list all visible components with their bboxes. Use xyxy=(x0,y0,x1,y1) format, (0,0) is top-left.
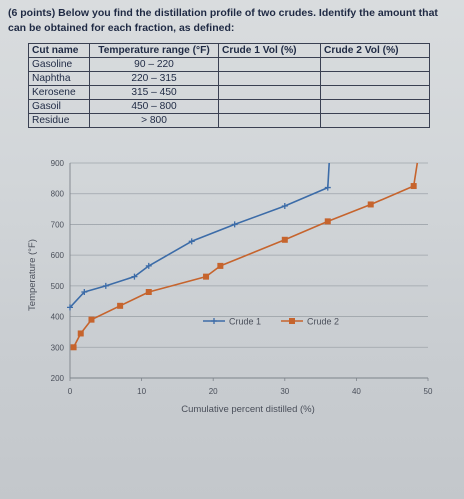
cut-name-cell: Residue xyxy=(28,113,90,128)
data-point xyxy=(217,262,224,269)
y-tick-labels: 200 300 400 500 600 700 800 900 xyxy=(51,159,65,383)
x-tick-labels: 0 10 20 30 40 50 xyxy=(68,387,433,396)
question-text: (6 points) Below you find the distillati… xyxy=(8,7,438,34)
data-point xyxy=(145,289,152,295)
data-point xyxy=(324,218,331,225)
data-point xyxy=(88,316,95,323)
y-tick-label: 700 xyxy=(51,220,65,229)
x-tick-label: 0 xyxy=(68,387,73,396)
y-tick-label: 500 xyxy=(51,282,65,291)
data-point xyxy=(77,330,84,337)
series-2 xyxy=(70,162,419,351)
x-tick-label: 30 xyxy=(280,387,289,396)
x-tick-label: 50 xyxy=(424,387,433,396)
data-point xyxy=(367,201,374,208)
fractions-table: Cut name Temperature range (°F) Crude 1 … xyxy=(28,43,430,128)
y-tick-label: 300 xyxy=(51,343,65,352)
y-tick-label: 900 xyxy=(51,159,65,168)
series-line xyxy=(69,162,330,308)
data-point xyxy=(81,289,88,295)
legend-label: Crude 2 xyxy=(307,317,339,327)
x-tick-label: 10 xyxy=(137,387,146,396)
table-row: Kerosene 315 – 450 xyxy=(28,85,430,100)
data-point xyxy=(117,302,124,309)
data-point xyxy=(70,344,77,351)
data-point xyxy=(67,304,73,311)
x-tick-label: 20 xyxy=(209,387,218,396)
y-tick-label: 200 xyxy=(51,374,65,383)
data-point xyxy=(131,273,138,280)
data-point xyxy=(145,262,152,269)
y-axis-label: Temperature (°F) xyxy=(27,239,38,311)
data-point xyxy=(188,238,195,245)
crude2-vol-cell[interactable] xyxy=(320,113,430,128)
chart-legend: Crude 1 Crude 2 xyxy=(203,317,339,327)
chart-axes xyxy=(69,163,429,381)
x-axis-label: Cumulative percent distilled (%) xyxy=(181,404,315,415)
data-point xyxy=(231,221,238,228)
y-tick-label: 400 xyxy=(51,313,65,322)
series-1 xyxy=(67,162,331,311)
table-row: Residue > 800 xyxy=(28,113,430,128)
y-tick-label: 800 xyxy=(51,190,65,199)
table-header-row: Cut name Temperature range (°F) Crude 1 … xyxy=(28,43,430,58)
x-tick-label: 40 xyxy=(352,387,361,396)
legend-marker xyxy=(211,318,217,324)
chart-gridlines xyxy=(70,162,428,379)
legend-marker xyxy=(289,318,295,324)
y-tick-label: 600 xyxy=(51,251,65,260)
data-point xyxy=(281,203,288,209)
data-point xyxy=(203,273,210,280)
data-point xyxy=(281,236,288,243)
data-point xyxy=(324,184,331,191)
data-point xyxy=(102,282,109,289)
legend-label: Crude 1 xyxy=(229,317,261,327)
table-row: Gasoil 450 – 800 xyxy=(28,99,430,114)
chart-series xyxy=(67,162,419,351)
data-point xyxy=(410,183,417,190)
